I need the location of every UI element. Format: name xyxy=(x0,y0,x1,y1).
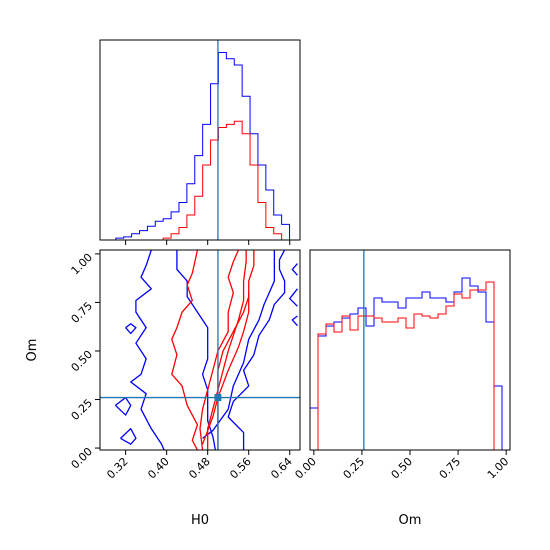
contour-line-0-8 xyxy=(291,315,298,327)
hist-om-frame xyxy=(309,249,511,451)
hist-om-x-tick-label-0: 0.00 xyxy=(292,455,319,482)
contour-line-0-3 xyxy=(120,427,137,445)
hist-h0-series xyxy=(100,52,300,241)
contour-truth-marker xyxy=(214,394,222,402)
hist-om-x-axis-label: Om xyxy=(399,513,422,528)
contour-y-axis-label: Om xyxy=(25,339,40,362)
hist-om-x-tick-label-2: 0.50 xyxy=(389,455,416,482)
contour-y-tick-label-4: 1.00 xyxy=(69,251,96,278)
contour-series xyxy=(114,250,298,450)
contour-line-1-3 xyxy=(201,292,250,445)
hist-om-panel: 0.00 0.25 0.50 0.75 1.00 Om xyxy=(292,249,511,528)
contour-line-0-2 xyxy=(114,396,132,416)
contour-y-tick-label-2: 0.50 xyxy=(69,348,96,375)
contour-frame xyxy=(99,249,301,451)
contour-line-0-1 xyxy=(125,323,137,335)
contour-x-tick-label-1: 0.40 xyxy=(145,455,172,482)
hist-om-x-tick-label-1: 0.25 xyxy=(341,455,368,482)
contour-x-tick-label-3: 0.56 xyxy=(227,455,254,482)
contour-x-tick-label-0: 0.32 xyxy=(104,455,131,482)
contour-x-ticks: 0.32 0.40 0.48 0.56 0.64 xyxy=(104,450,295,481)
contour-line-1-1 xyxy=(217,250,255,450)
hist-om-x-tick-label-4: 1.00 xyxy=(485,455,512,482)
hist-om-ticks: 0.00 0.25 0.50 0.75 1.00 xyxy=(292,450,511,481)
contour-line-0-7 xyxy=(291,263,298,276)
hist-h0-frame xyxy=(99,39,301,241)
contour-y-tick-label-0: 0.00 xyxy=(69,445,96,472)
contour-x-tick-label-2: 0.48 xyxy=(186,455,213,482)
contour-line-0-5 xyxy=(227,250,286,450)
hist-om-series-1 xyxy=(310,281,510,450)
contour-y-tick-label-1: 0.25 xyxy=(69,396,96,423)
contour-line-1-2 xyxy=(207,250,247,450)
hist-h0-ticks xyxy=(125,240,291,245)
hist-om-series-0 xyxy=(310,277,510,450)
hist-om-x-tick-label-3: 0.75 xyxy=(437,455,464,482)
contour-x-axis-label: H0 xyxy=(191,513,209,528)
contour-y-ticks: 0.00 0.25 0.50 0.75 1.00 xyxy=(69,251,100,472)
contour-panel: 0.32 0.40 0.48 0.56 0.64 0.00 0.25 0.50 0.75 1.0… xyxy=(25,249,301,528)
contour-line-1-4 xyxy=(199,250,240,450)
contour-line-0-6 xyxy=(289,288,298,307)
hist-h0-panel xyxy=(99,39,301,245)
hist-h0-series-0 xyxy=(100,52,300,241)
contour-line-0-0 xyxy=(130,250,165,450)
contour-x-tick-label-4: 0.64 xyxy=(268,455,295,482)
contour-line-0-9 xyxy=(202,250,276,439)
contour-line-1-0 xyxy=(171,250,199,450)
hist-h0-series-1 xyxy=(100,120,300,241)
contour-y-tick-label-3: 0.75 xyxy=(69,299,96,326)
hist-om-series xyxy=(310,277,510,450)
